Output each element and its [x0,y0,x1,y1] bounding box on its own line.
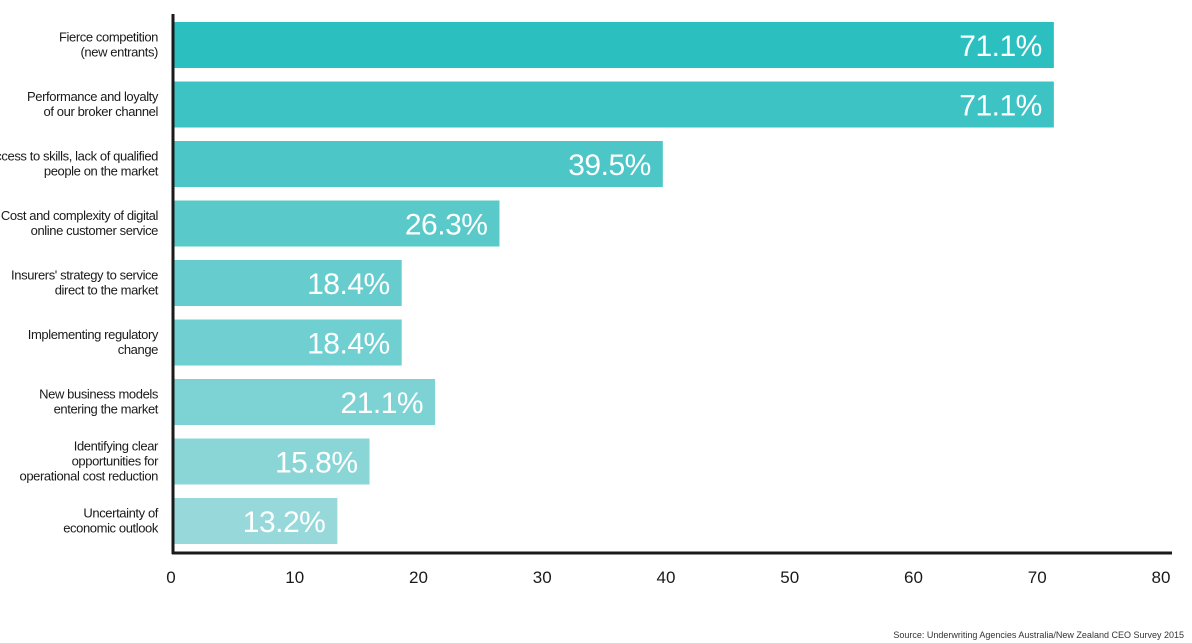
category-label-line: New business models [39,387,159,402]
category-label: Fierce competition (new entrants) [59,30,158,60]
bar-value-label: 39.5% [568,149,651,182]
category-label-line: online customer service [31,223,159,238]
x-tick-label: 80 [1152,568,1171,587]
bar-value-label: 26.3% [405,209,488,242]
bar-value-label: 71.1% [959,30,1042,63]
category-label-line: Identifying clear [74,439,159,454]
bars-layer: 71.1% 71.1% 39.5% 26.3% 18.4% 18.4% 21.1% 15.8%… [174,22,1054,544]
category-label: Performance and loyalty of our broker cha… [27,89,159,119]
bar [174,379,436,425]
category-label-line: direct to the market [55,283,159,298]
x-axis: 0 10 20 30 40 50 60 70 80 [166,14,1172,587]
category-label-line: entering the market [54,402,159,417]
bar [174,81,1054,128]
bar-value-label: 21.1% [341,387,424,420]
category-label-line: opportunities for [72,454,159,469]
bar-value-label: 13.2% [243,506,326,539]
category-label-line: Performance and loyalty [27,89,159,104]
bar-value-label: 18.4% [307,328,390,361]
bar [174,141,663,187]
bar [174,260,402,306]
x-tick-label: 70 [1028,568,1047,587]
category-label: Implementing regulatory change [28,327,159,357]
category-label: Cost and complexity of digital online cus… [1,208,159,238]
x-tick-label: 40 [657,568,676,587]
category-label-line: Implementing regulatory [28,327,159,342]
bar [174,498,338,544]
category-label: Access to skills, lack of qualified peopl… [0,149,159,179]
category-label-line: Fierce competition [59,30,158,45]
category-label-line: Access to skills, lack of qualified [0,149,158,164]
x-tick-label: 0 [166,568,175,587]
category-label: Identifying clear opportunities for operat… [20,439,160,484]
x-tick-label: 20 [409,568,428,587]
category-label: Insurers' strategy to service direct to t… [11,268,159,298]
category-label-line: of our broker channel [44,104,159,119]
source-note: Source: Underwriting Agencies Australia/… [893,630,1184,640]
category-labels: Fierce competition (new entrants) Performa… [0,30,159,536]
category-label-line: Insurers' strategy to service [11,268,158,283]
category-label-line: operational cost reduction [20,469,159,484]
bar [174,22,1054,68]
bar-value-label: 18.4% [307,268,390,301]
category-label-line: change [118,342,158,357]
category-label-line: Uncertainty of [83,506,158,521]
bar-value-label: 15.8% [275,447,358,480]
category-label: Uncertainty of economic outlook [63,506,159,536]
category-label-line: people on the market [44,164,159,179]
category-label-line: economic outlook [63,521,159,536]
category-label: New business models entering the market [39,387,159,417]
x-tick-label: 30 [533,568,552,587]
category-label-line: (new entrants) [81,45,159,60]
category-label-line: Cost and complexity of digital [1,208,159,223]
bar-value-label: 71.1% [959,90,1042,123]
bar [174,200,500,247]
x-tick-label: 60 [904,568,923,587]
bar [174,319,402,366]
x-tick-label: 10 [285,568,304,587]
bar [174,438,370,485]
x-tick-label: 50 [780,568,799,587]
